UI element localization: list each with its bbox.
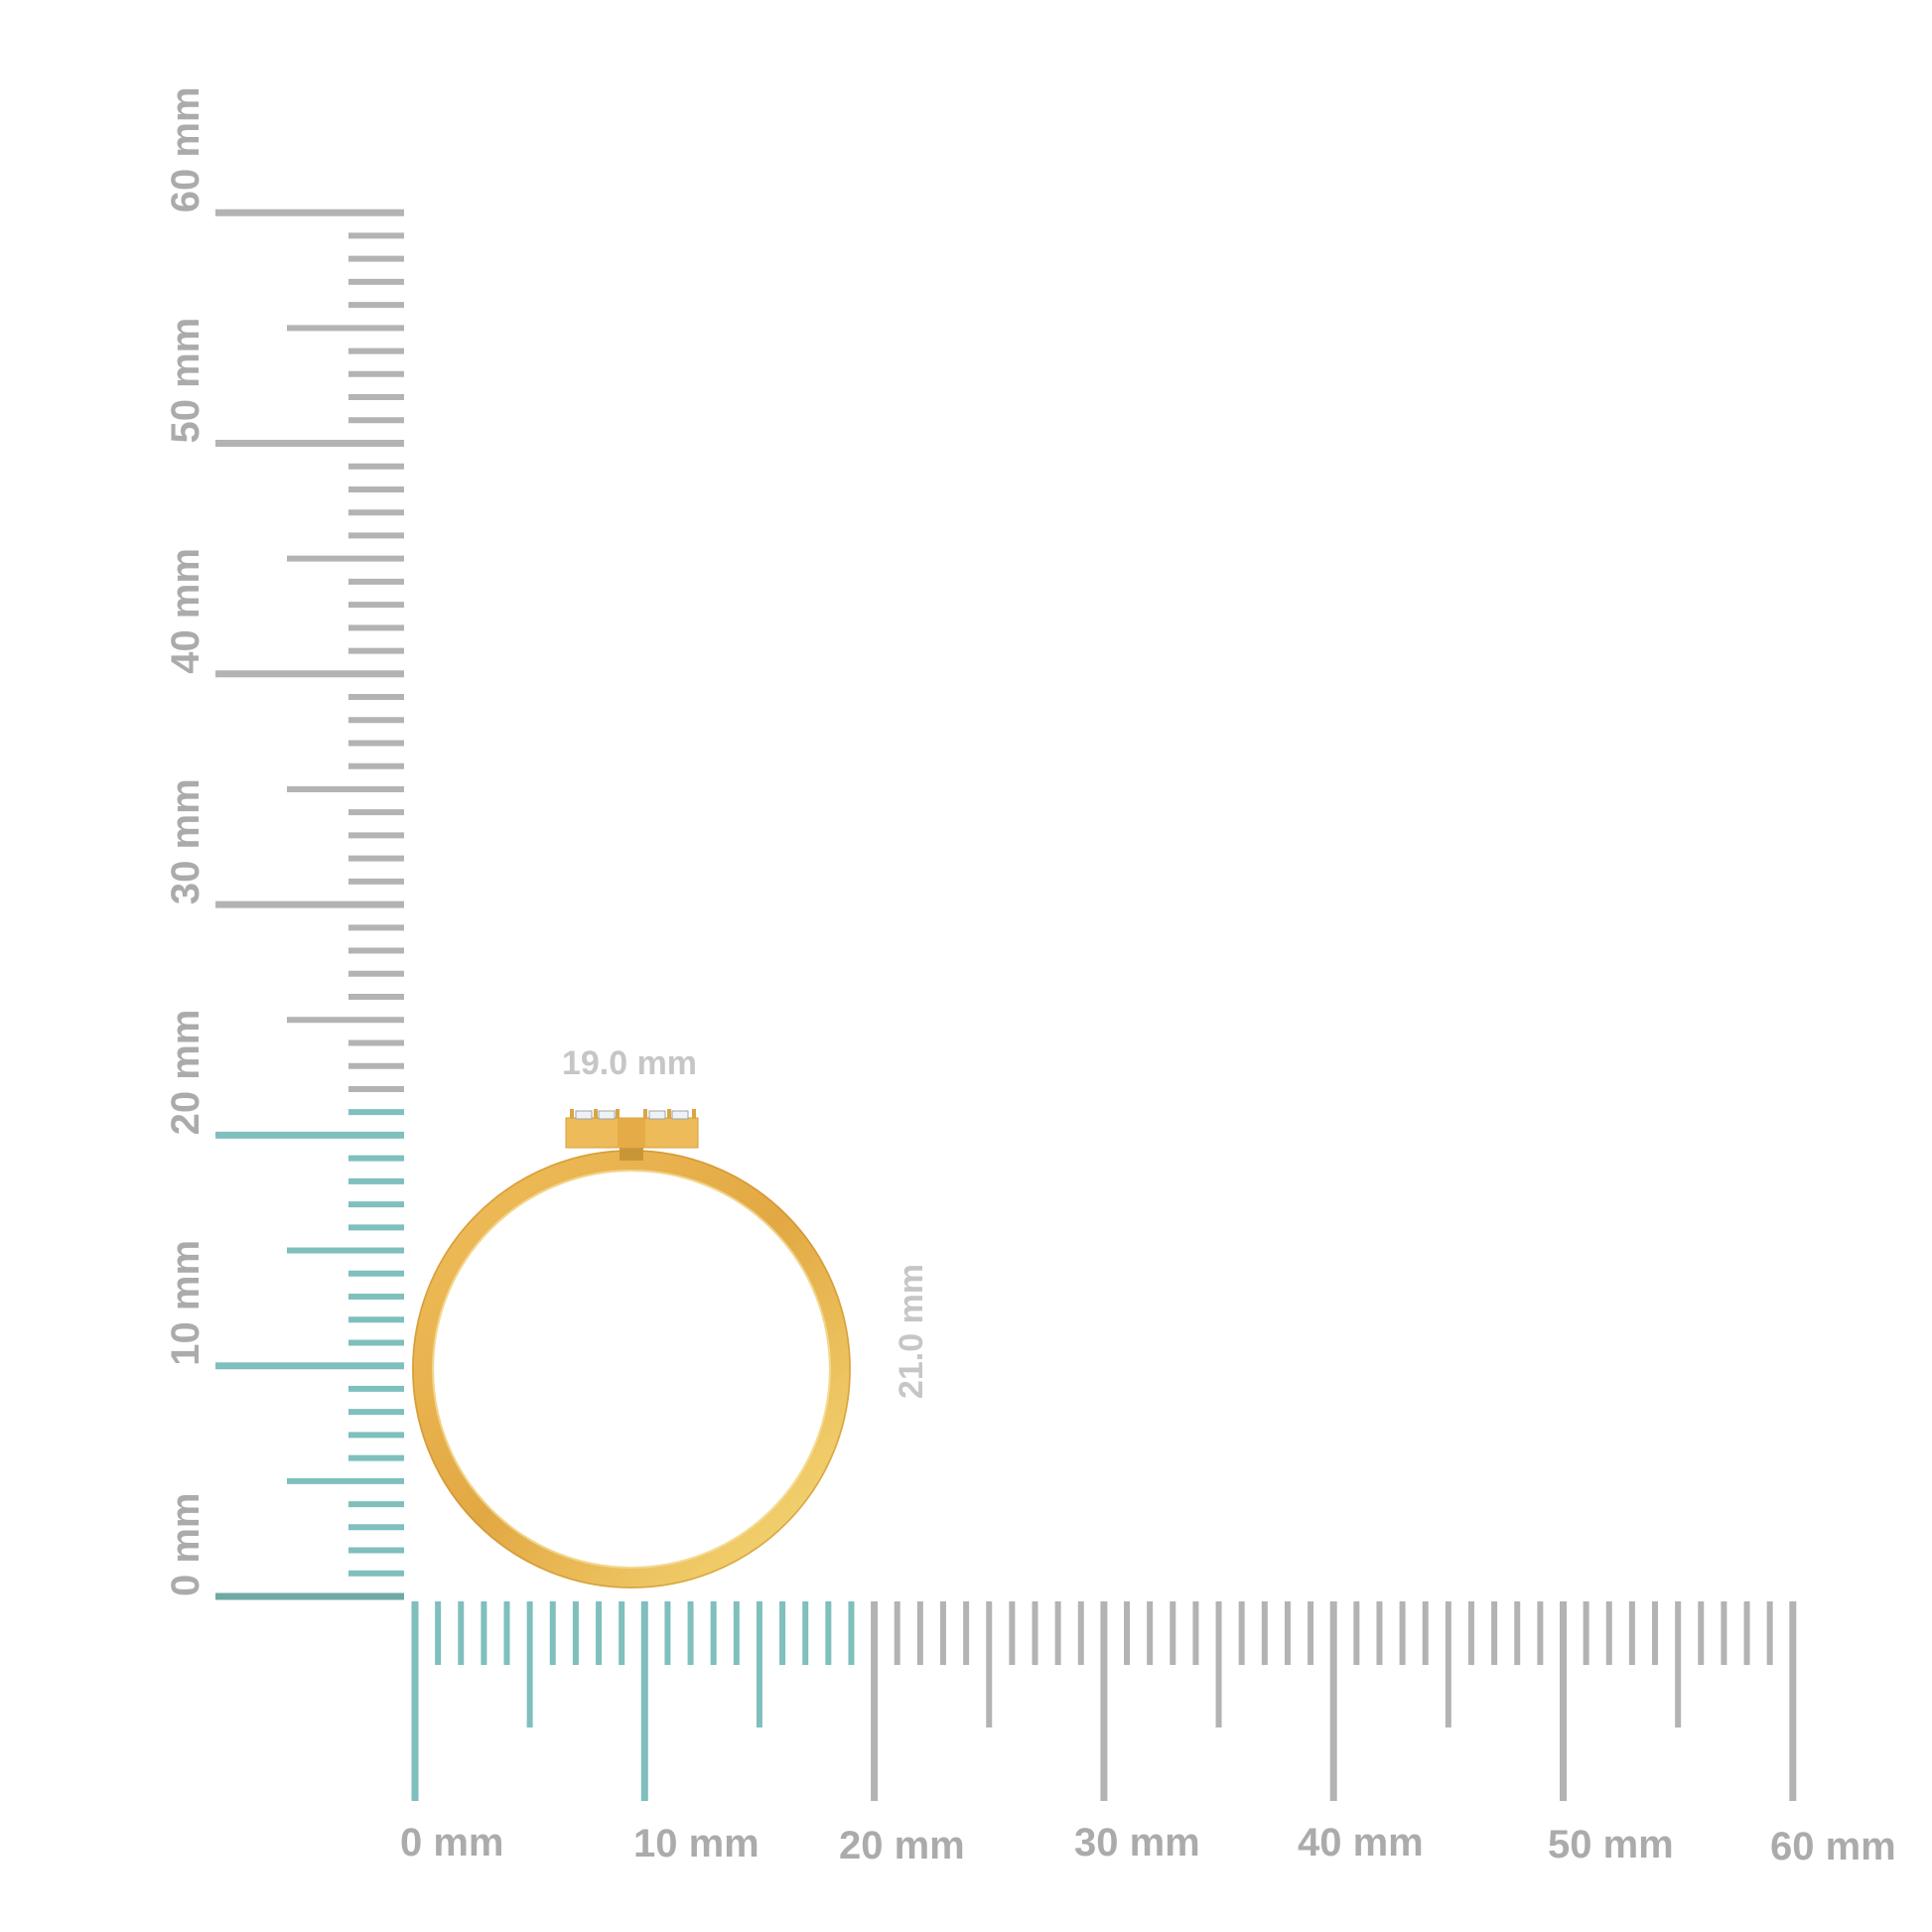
vertical-ruler-label: 50 mm [164, 318, 207, 444]
diamond-icon [671, 1110, 689, 1120]
vertical-ruler-labels: 0 mm 10 mm 20 mm 30 mm 40 mm 50 mm 60 mm [164, 86, 207, 1596]
prong [667, 1109, 671, 1119]
horizontal-ruler-label: 10 mm [633, 1822, 759, 1865]
vertical-ruler-label: 40 mm [164, 548, 207, 674]
ring-gallery [620, 1145, 643, 1161]
horizontal-ruler-labels: 0 mm 10 mm 20 mm 30 mm 40 mm 50 mm 60 mm [400, 1821, 1896, 1868]
horizontal-ruler-label: 50 mm [1548, 1823, 1674, 1866]
height-dimension-label: 21.0 mm [893, 1264, 930, 1399]
diamond-icon [598, 1110, 616, 1120]
ring-band [412, 1150, 851, 1588]
vertical-ruler-label: 10 mm [164, 1240, 207, 1366]
diamond-icon [648, 1110, 666, 1120]
horizontal-ruler-label: 30 mm [1074, 1821, 1200, 1864]
prong [594, 1109, 598, 1119]
horizontal-ruler-label: 20 mm [839, 1824, 965, 1867]
prong [643, 1109, 647, 1119]
prong [570, 1109, 574, 1119]
vertical-ruler-label: 20 mm [164, 1010, 207, 1136]
vertical-ruler-label: 60 mm [164, 86, 207, 212]
vertical-ruler [215, 208, 404, 1600]
horizontal-ruler-label: 40 mm [1298, 1821, 1424, 1864]
vertical-ruler-label: 30 mm [164, 778, 207, 904]
vertical-ruler-label: 0 mm [164, 1493, 207, 1597]
horizontal-ruler-label: 60 mm [1770, 1825, 1896, 1868]
width-dimension-label: 19.0 mm [562, 1044, 697, 1082]
diamond-stones [570, 1109, 696, 1120]
ring [412, 1109, 851, 1588]
prong [692, 1109, 696, 1119]
prong [616, 1109, 620, 1119]
horizontal-ruler [411, 1601, 1797, 1801]
ring-head [565, 1109, 699, 1149]
diamond-icon [575, 1110, 593, 1120]
horizontal-ruler-label: 0 mm [400, 1821, 504, 1864]
